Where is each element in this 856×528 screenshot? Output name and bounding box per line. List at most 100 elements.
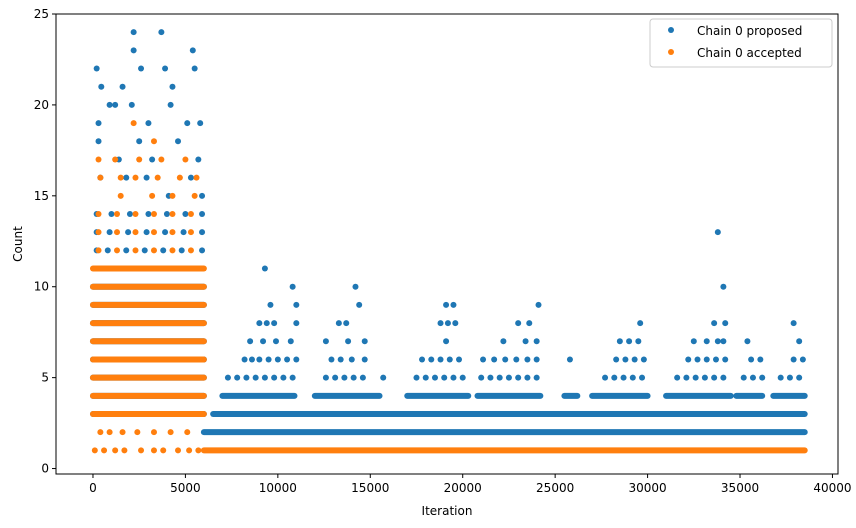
data-point: [350, 374, 357, 381]
data-point: [95, 211, 102, 217]
data-point: [777, 374, 784, 381]
data-band: [89, 356, 207, 363]
data-point: [796, 338, 803, 345]
data-band: [200, 429, 808, 436]
data-point: [95, 120, 102, 127]
y-tick-label: 25: [34, 7, 49, 21]
data-point: [456, 356, 463, 363]
data-point: [167, 429, 174, 436]
data-point: [261, 374, 268, 381]
data-point: [639, 374, 646, 381]
data-point: [602, 374, 609, 381]
data-point: [176, 174, 183, 181]
data-point: [241, 356, 248, 363]
data-point: [199, 247, 206, 254]
data-point: [441, 374, 448, 381]
data-point: [267, 301, 274, 308]
data-point: [136, 138, 143, 145]
data-point: [125, 229, 132, 236]
data-band: [89, 411, 207, 417]
data-point: [123, 174, 130, 181]
data-point: [515, 374, 522, 381]
data-point: [95, 247, 102, 254]
data-point: [524, 356, 531, 363]
data-point: [478, 374, 485, 381]
data-point: [496, 374, 503, 381]
data-point: [322, 374, 329, 381]
data-point: [169, 192, 176, 199]
data-band: [210, 411, 808, 417]
data-point: [722, 320, 729, 327]
data-point: [95, 229, 102, 236]
data-point: [690, 338, 697, 345]
y-tick-label: 0: [41, 462, 49, 476]
data-point: [271, 320, 278, 327]
data-point: [169, 229, 176, 236]
data-point: [694, 356, 701, 363]
y-tick-label: 15: [34, 189, 49, 203]
data-point: [180, 229, 187, 236]
data-point: [714, 229, 721, 236]
data-point: [134, 429, 141, 436]
data-point: [93, 65, 100, 72]
data-point: [97, 174, 104, 181]
data-point: [446, 356, 453, 363]
data-point: [141, 247, 148, 254]
data-point: [187, 247, 194, 254]
data-point: [128, 101, 135, 108]
data-point: [744, 338, 751, 345]
data-point: [224, 374, 231, 381]
data-point: [443, 338, 450, 345]
data-band: [589, 392, 651, 399]
legend-box: [649, 18, 833, 68]
data-point: [178, 247, 185, 254]
data-point: [98, 83, 105, 90]
data-point: [169, 83, 176, 90]
data-point: [711, 320, 718, 327]
data-point: [712, 356, 719, 363]
data-point: [533, 338, 540, 345]
data-point: [252, 374, 259, 381]
data-point: [117, 192, 124, 199]
data-point: [243, 374, 250, 381]
data-point: [162, 229, 169, 236]
data-point: [195, 447, 202, 454]
data-point: [248, 356, 255, 363]
data-point: [293, 320, 300, 327]
data-point: [143, 229, 150, 236]
data-point: [620, 374, 627, 381]
data-point: [138, 65, 145, 72]
data-point: [332, 374, 339, 381]
data-point: [132, 247, 139, 254]
data-band: [89, 374, 207, 381]
data-point: [343, 320, 350, 327]
data-point: [284, 356, 291, 363]
data-point: [703, 356, 710, 363]
data-point: [359, 374, 366, 381]
data-point: [112, 101, 119, 108]
data-point: [491, 356, 498, 363]
plot-points: [89, 29, 808, 454]
data-point: [158, 156, 165, 163]
data-point: [720, 338, 727, 345]
data-point: [191, 192, 198, 199]
legend: Chain 0 proposed Chain 0 accepted: [649, 18, 833, 68]
data-point: [184, 429, 191, 436]
data-point: [187, 211, 194, 217]
data-point: [683, 374, 690, 381]
data-point: [335, 320, 342, 327]
data-point: [280, 374, 287, 381]
data-point: [637, 320, 644, 327]
data-point: [685, 356, 692, 363]
data-point: [150, 247, 157, 254]
data-band: [474, 392, 544, 399]
data-point: [119, 429, 126, 436]
data-point: [117, 174, 124, 181]
data-point: [261, 265, 268, 272]
data-point: [199, 229, 206, 236]
data-point: [160, 447, 167, 454]
data-point: [175, 447, 182, 454]
data-point: [132, 229, 139, 236]
data-point: [126, 211, 133, 217]
data-point: [97, 429, 104, 436]
